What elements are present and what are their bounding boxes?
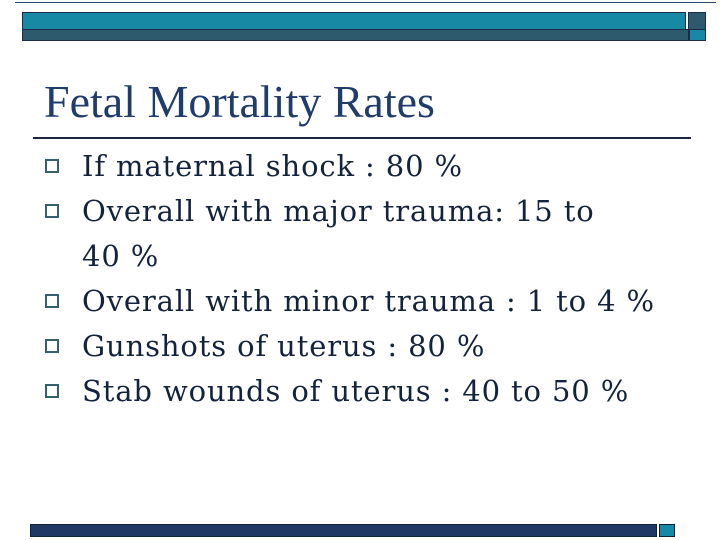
list-item: If maternal shock : 80 % [45, 144, 685, 189]
bullet-square-icon [45, 339, 59, 353]
header-square-dark [688, 12, 706, 30]
header-square-teal [689, 29, 706, 41]
bullet-square-icon [45, 294, 59, 308]
top-accent-line [15, 2, 716, 3]
list-item: Overall with minor trauma : 1 to 4 % [45, 279, 685, 324]
list-item: Stab wounds of uterus : 40 to 50 % [45, 369, 685, 414]
bullet-text: Overall with major trauma: 15 to 40 % [82, 194, 595, 273]
bullet-text: Stab wounds of uterus : 40 to 50 % [82, 374, 630, 408]
footer-square-teal [659, 524, 675, 537]
title-underline [33, 137, 691, 139]
footer-bar [30, 524, 657, 537]
bullet-text: Gunshots of uterus : 80 % [82, 329, 486, 363]
list-item: Overall with major trauma: 15 to 40 % [45, 189, 685, 279]
header-bar-slate [22, 29, 689, 41]
bullet-square-icon [45, 204, 59, 218]
bullet-square-icon [45, 384, 59, 398]
bullet-square-icon [45, 159, 59, 173]
bullet-text: If maternal shock : 80 % [82, 149, 463, 183]
list-item: Gunshots of uterus : 80 % [45, 324, 685, 369]
bullet-list: If maternal shock : 80 % Overall with ma… [45, 144, 685, 414]
slide-title: Fetal Mortality Rates [44, 76, 435, 127]
header-bar-teal [22, 12, 686, 30]
bullet-text: Overall with minor trauma : 1 to 4 % [82, 284, 655, 318]
